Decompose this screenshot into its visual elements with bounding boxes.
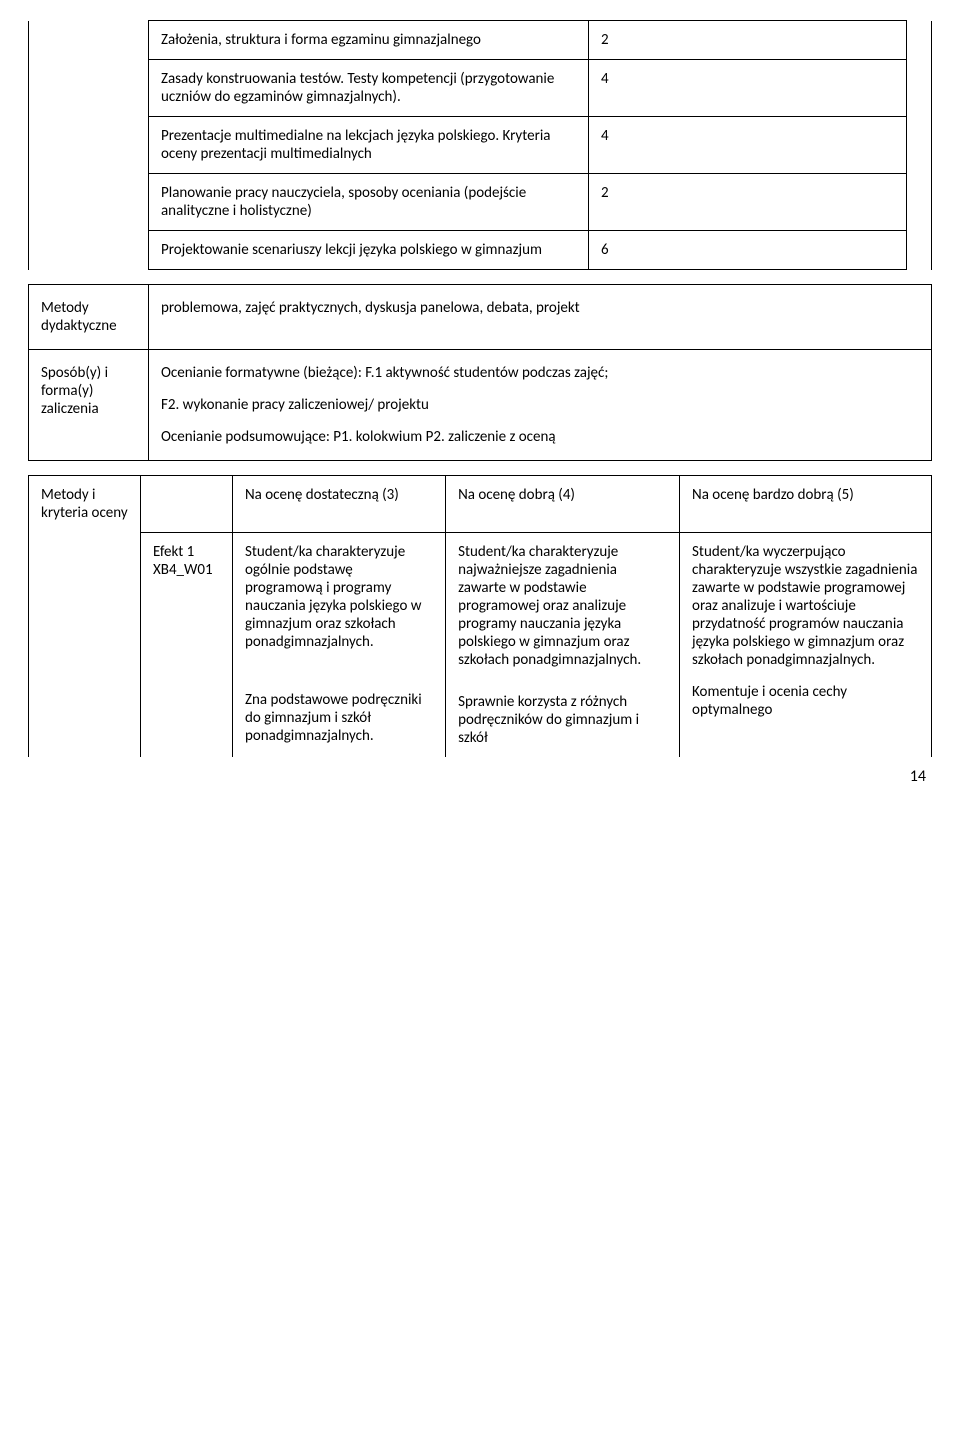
topic-text: Zasady konstruowania testów. Testy kompe…	[149, 60, 589, 117]
assessment-line: Ocenianie formatywne (bieżące): F.1 akty…	[161, 364, 919, 382]
effect-line: XB4_W01	[153, 561, 213, 579]
assessment-line: F2. wykonanie pracy zaliczeniowej/ proje…	[161, 396, 919, 414]
grade-text: Zna podstawowe podręczniki do gimnazjum …	[245, 691, 433, 745]
grade-5-content: Student/ka wyczerpująco charakteryzuje w…	[680, 532, 932, 757]
methods-assessment-table: Metody dydaktyczne problemowa, zajęć pra…	[28, 284, 932, 461]
grade-text: Student/ka charakteryzuje ogólnie podsta…	[245, 543, 433, 651]
effect-line: Efekt 1	[153, 543, 194, 561]
grade-header-3: Na ocenę dostateczną (3)	[233, 476, 446, 533]
topic-val: 4	[589, 60, 907, 117]
topics-right-col	[907, 21, 932, 270]
grade-4-content: Student/ka charakteryzuje najważniejsze …	[446, 532, 680, 757]
topic-text: Założenia, struktura i forma egzaminu gi…	[149, 21, 589, 60]
topic-text: Planowanie pracy nauczyciela, sposoby oc…	[149, 174, 589, 231]
grade-text: Student/ka wyczerpująco charakteryzuje w…	[692, 543, 919, 669]
grade-text: Komentuje i ocenia cechy optymalnego	[692, 683, 919, 719]
topics-table: Założenia, struktura i forma egzaminu gi…	[28, 20, 932, 270]
effect-cell: Efekt 1 XB4_W01	[141, 532, 233, 757]
topic-val: 2	[589, 174, 907, 231]
grade-text: Student/ka charakteryzuje najważniejsze …	[458, 543, 667, 669]
grades-table: Metody i kryteria oceny Na ocenę dostate…	[28, 475, 932, 757]
topic-val: 6	[589, 231, 907, 270]
assessment-label: Sposób(y) i forma(y) zaliczenia	[29, 350, 149, 461]
methods-text: problemowa, zajęć praktycznych, dyskusja…	[149, 285, 932, 350]
methods-label: Metody dydaktyczne	[29, 285, 149, 350]
grades-label-cont	[29, 532, 141, 757]
assessment-line: Ocenianie podsumowujące: P1. kolokwium P…	[161, 428, 919, 446]
grade-3-content: Student/ka charakteryzuje ogólnie podsta…	[233, 532, 446, 757]
topic-text: Prezentacje multimedialne na lekcjach ję…	[149, 117, 589, 174]
assessment-content: Ocenianie formatywne (bieżące): F.1 akty…	[149, 350, 932, 461]
topics-label-col	[29, 21, 149, 270]
effect-header-empty	[141, 476, 233, 533]
topic-val: 2	[589, 21, 907, 60]
topic-val: 4	[589, 117, 907, 174]
page-number: 14	[28, 767, 932, 786]
grade-header-5: Na ocenę bardzo dobrą (5)	[680, 476, 932, 533]
grade-header-4: Na ocenę dobrą (4)	[446, 476, 680, 533]
grades-label: Metody i kryteria oceny	[29, 476, 141, 533]
topic-text: Projektowanie scenariuszy lekcji języka …	[149, 231, 589, 270]
grade-text: Sprawnie korzysta z różnych podręczników…	[458, 693, 667, 747]
